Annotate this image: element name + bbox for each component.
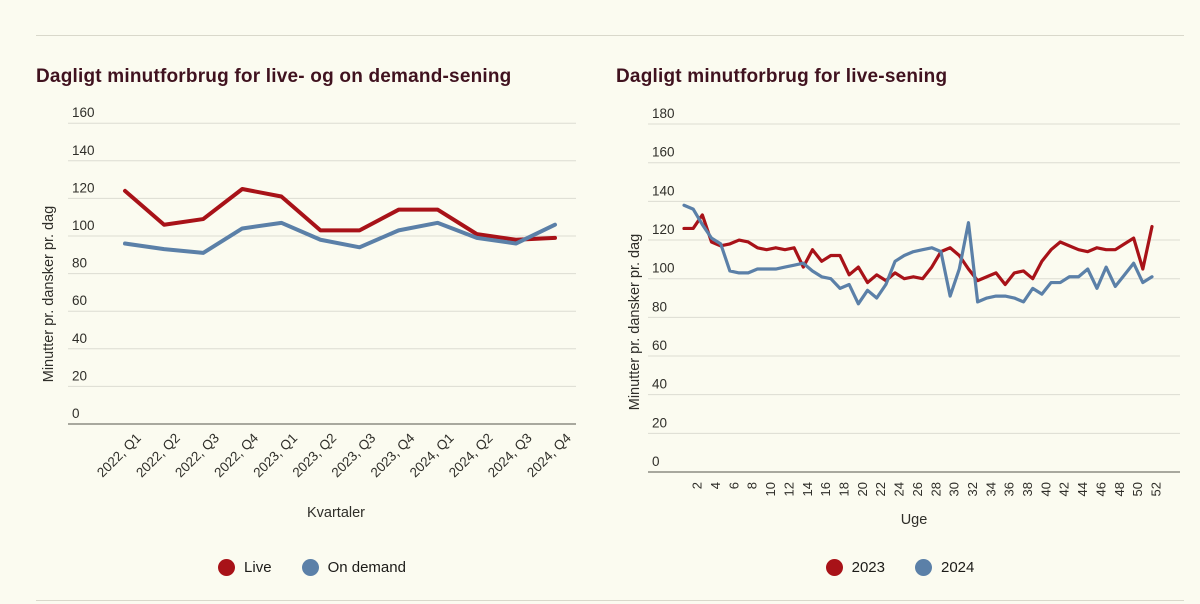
- svg-text:140: 140: [652, 183, 675, 198]
- svg-text:100: 100: [652, 261, 675, 276]
- legend-label-2023: 2023: [851, 559, 885, 576]
- legend-dot-live: [218, 559, 236, 576]
- svg-text:8: 8: [745, 482, 760, 489]
- legend-dot-2023: [825, 559, 843, 576]
- series-line-2023: [682, 213, 1154, 287]
- series-line-on-demand: [123, 220, 557, 255]
- svg-text:80: 80: [72, 256, 87, 271]
- svg-text:4: 4: [708, 482, 723, 489]
- svg-text:60: 60: [72, 293, 87, 308]
- legend-right: 2023 2024: [616, 559, 1184, 576]
- svg-text:30: 30: [947, 482, 962, 496]
- svg-text:28: 28: [928, 482, 943, 496]
- svg-text:22: 22: [873, 482, 888, 496]
- svg-text:34: 34: [983, 482, 998, 496]
- svg-text:120: 120: [652, 222, 675, 237]
- svg-text:6: 6: [726, 482, 741, 489]
- svg-text:42: 42: [1057, 482, 1072, 496]
- svg-text:24: 24: [892, 482, 907, 496]
- legend-dot-ondemand: [301, 559, 319, 576]
- svg-text:48: 48: [1112, 482, 1127, 496]
- svg-text:18: 18: [837, 482, 852, 496]
- svg-text:16: 16: [818, 482, 833, 496]
- svg-text:80: 80: [652, 299, 667, 314]
- chart-title-live-ondemand: Dagligt minutforbrug for live- og on dem…: [36, 65, 512, 87]
- top-divider: [36, 35, 1184, 36]
- svg-text:50: 50: [1130, 482, 1145, 496]
- svg-text:20: 20: [855, 482, 870, 496]
- svg-text:180: 180: [652, 106, 675, 121]
- series-line-2024: [682, 203, 1154, 306]
- svg-text:0: 0: [72, 406, 80, 421]
- legend-item-2023: 2023: [825, 559, 885, 576]
- legend-label-ondemand: On demand: [327, 559, 406, 576]
- svg-text:36: 36: [1002, 482, 1017, 496]
- svg-text:44: 44: [1075, 482, 1090, 496]
- legend-item-ondemand: On demand: [301, 559, 406, 576]
- bottom-divider: [36, 600, 1184, 601]
- svg-text:26: 26: [910, 482, 925, 496]
- svg-text:20: 20: [72, 368, 87, 383]
- legend-label-live: Live: [244, 559, 272, 576]
- x-axis-title-left: Kvartaler: [306, 505, 366, 521]
- svg-text:60: 60: [652, 338, 667, 353]
- svg-text:38: 38: [1020, 482, 1035, 496]
- legend-left: Live On demand: [36, 559, 588, 576]
- svg-text:40: 40: [1038, 482, 1053, 496]
- svg-text:12: 12: [781, 482, 796, 496]
- svg-text:20: 20: [652, 415, 667, 430]
- svg-text:10: 10: [763, 482, 778, 496]
- svg-text:100: 100: [72, 218, 95, 233]
- svg-text:32: 32: [965, 482, 980, 496]
- x-axis-title-right: Uge: [900, 512, 928, 528]
- svg-text:0: 0: [652, 454, 660, 469]
- svg-text:14: 14: [800, 482, 815, 496]
- svg-text:46: 46: [1093, 482, 1108, 496]
- svg-text:140: 140: [72, 143, 95, 158]
- series-line-live: [123, 187, 557, 242]
- legend-item-live: Live: [218, 559, 272, 576]
- legend-item-2024: 2024: [915, 559, 974, 576]
- svg-text:40: 40: [652, 377, 667, 392]
- legend-dot-2024: [915, 559, 932, 576]
- svg-text:52: 52: [1149, 482, 1164, 496]
- legend-label-2024: 2024: [941, 559, 975, 576]
- svg-text:40: 40: [72, 331, 87, 346]
- svg-text:120: 120: [72, 180, 95, 195]
- svg-text:160: 160: [652, 145, 675, 160]
- svg-text:2024, Q4: 2024, Q4: [524, 430, 574, 480]
- chart-title-live: Dagligt minutforbrug for live-sening: [616, 65, 948, 87]
- svg-text:2: 2: [690, 482, 705, 489]
- svg-text:160: 160: [72, 105, 95, 120]
